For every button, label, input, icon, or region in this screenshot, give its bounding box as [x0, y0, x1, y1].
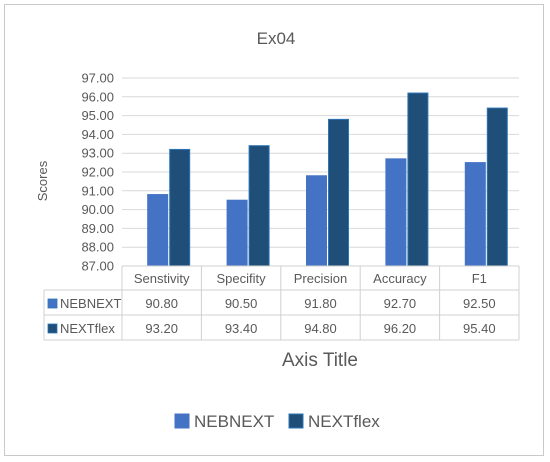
category-label: Accuracy [373, 271, 427, 286]
y-tick-label: 94.00 [81, 127, 114, 142]
bar-nextflex-senstivity [169, 148, 191, 267]
bar-nextflex-precision [328, 118, 349, 267]
table-legend-key [47, 298, 58, 309]
table-legend-key [47, 323, 58, 334]
legend: NEBNEXT NEXTflex [174, 412, 380, 431]
table-value: 93.40 [225, 321, 258, 336]
bar-nebnext-precision [306, 175, 327, 267]
category-label: Senstivity [134, 271, 190, 286]
y-tick-label: 89.00 [81, 221, 114, 236]
chart-frame [4, 4, 544, 456]
y-tick-label: 93.00 [81, 146, 114, 161]
table-series-label: NEXTflex [60, 321, 115, 336]
legend-label-nextflex: NEXTflex [308, 412, 380, 431]
y-tick-label: 92.00 [81, 165, 114, 180]
legend-label-nebnext: NEBNEXT [194, 412, 274, 431]
table-value: 96.20 [384, 321, 417, 336]
y-tick-label: 88.00 [81, 240, 114, 255]
data-table: Senstivity Specifity Precision Accuracy F1 NE… [43, 265, 520, 341]
table-value: 90.50 [225, 296, 258, 311]
category-label: Precision [294, 271, 347, 286]
table-value: 93.20 [145, 321, 178, 336]
y-tick-label: 87.00 [81, 259, 114, 274]
table-value: 92.50 [463, 296, 496, 311]
legend-swatch-nextflex [288, 413, 304, 429]
bar-nebnext-specifity [226, 199, 248, 267]
category-label: F1 [472, 271, 487, 286]
y-tick-label: 95.00 [81, 108, 114, 123]
table-value: 90.80 [145, 296, 178, 311]
table-series-label: NEBNEXT [60, 296, 121, 311]
table-value: 95.40 [463, 321, 496, 336]
table-value: 92.70 [384, 296, 417, 311]
table-value: 91.80 [304, 296, 337, 311]
y-tick-label: 91.00 [81, 183, 114, 198]
y-tick-label: 90.00 [81, 202, 114, 217]
x-axis-label: Axis Title [282, 350, 358, 371]
y-tick-label: 96.00 [81, 89, 114, 104]
legend-swatch-nebnext [174, 413, 190, 429]
chart-title: Ex04 [257, 29, 296, 48]
y-axis-label: Scores [35, 160, 50, 201]
bar-nebnext-senstivity [147, 194, 169, 267]
y-tick-label: 97.00 [81, 71, 114, 86]
table-value: 94.80 [304, 321, 337, 336]
bars [147, 92, 508, 267]
category-label: Specifity [217, 271, 267, 286]
y-tick-labels: 87.00 88.00 89.00 90.00 91.00 92.00 93.00 94.00… [81, 71, 114, 274]
bar-nextflex-f1 [486, 107, 508, 267]
bar-nextflex-accuracy [407, 92, 429, 267]
bar-nebnext-f1 [464, 162, 486, 267]
bar-nextflex-specifity [248, 145, 270, 267]
bar-nebnext-accuracy [385, 158, 407, 267]
